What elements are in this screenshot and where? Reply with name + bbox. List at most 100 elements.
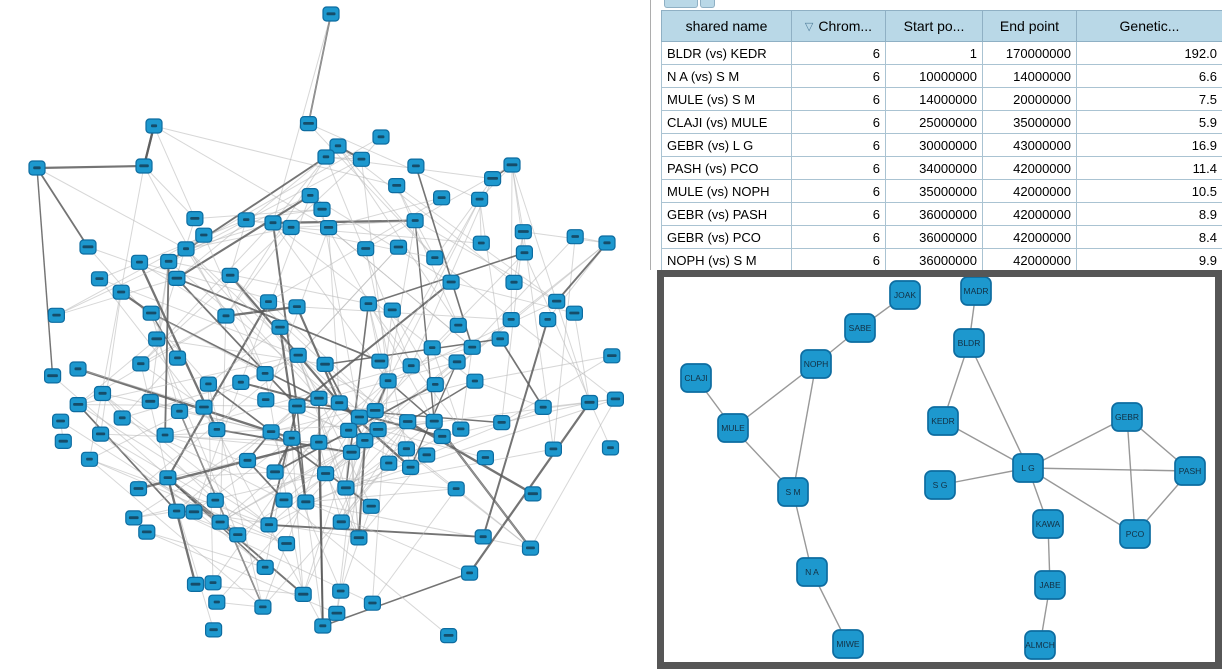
node-shape[interactable]	[832, 629, 864, 659]
network-node[interactable]	[389, 239, 408, 255]
node-shape[interactable]	[889, 280, 921, 310]
table-row[interactable]: MULE (vs) NOPH 6 35000000 42000000 10.5	[661, 179, 1222, 203]
network-node[interactable]	[177, 241, 195, 257]
network-node[interactable]	[256, 559, 274, 576]
table-cell[interactable]: 9.9	[1076, 248, 1222, 270]
network-node[interactable]	[363, 595, 381, 611]
node-shape[interactable]	[717, 413, 749, 443]
network-node[interactable]	[442, 274, 460, 290]
network-node[interactable]	[466, 373, 484, 389]
table-cell[interactable]: 14000000	[885, 87, 983, 111]
large-network-canvas[interactable]	[0, 0, 655, 669]
network-node[interactable]	[271, 319, 289, 335]
network-node[interactable]	[580, 394, 599, 411]
table-cell[interactable]: 36000000	[885, 225, 983, 249]
network-node[interactable]	[275, 492, 293, 508]
network-node[interactable]	[402, 459, 420, 475]
network-node[interactable]	[433, 190, 451, 206]
table-row[interactable]: NOPH (vs) S M 6 36000000 42000000 9.9	[661, 248, 1222, 270]
node-shape[interactable]	[680, 363, 712, 393]
network-node[interactable]	[471, 191, 489, 207]
network-node[interactable]	[359, 296, 377, 312]
small-network-canvas[interactable]: JOAK SABE NOPH CLAJI MULE S M N A MIWE MADR BLDR K…	[664, 277, 1215, 662]
network-node[interactable]	[502, 312, 520, 328]
column-header-2[interactable]: Start po...	[885, 10, 983, 42]
network-node[interactable]	[372, 129, 390, 145]
network-node[interactable]	[90, 271, 109, 287]
network-node[interactable]	[93, 385, 112, 402]
table-cell[interactable]: MULE (vs) S M	[661, 87, 792, 111]
network-node[interactable]	[160, 253, 178, 270]
network-node[interactable]: L G	[1012, 453, 1044, 483]
network-node[interactable]	[257, 392, 275, 408]
network-node[interactable]	[259, 294, 278, 310]
network-node[interactable]	[256, 366, 274, 382]
network-node[interactable]	[310, 390, 328, 406]
table-cell[interactable]: 42000000	[982, 202, 1077, 226]
table-row[interactable]: BLDR (vs) KEDR 6 1 170000000 192.0	[661, 41, 1222, 65]
column-header-1[interactable]: ▽ Chrom...	[791, 10, 886, 42]
network-node[interactable]	[601, 440, 620, 456]
network-node[interactable]	[69, 397, 87, 413]
network-node[interactable]	[238, 452, 257, 469]
network-node[interactable]	[425, 413, 443, 429]
table-cell[interactable]: 35000000	[885, 179, 983, 203]
network-node[interactable]	[141, 393, 159, 410]
network-node[interactable]	[371, 353, 389, 369]
network-node[interactable]	[186, 576, 205, 593]
table-cell[interactable]: 10000000	[885, 64, 983, 88]
network-node[interactable]	[314, 618, 332, 634]
network-node[interactable]	[329, 138, 347, 154]
network-node[interactable]	[514, 224, 532, 240]
network-node[interactable]	[350, 530, 368, 546]
network-node[interactable]	[491, 331, 509, 347]
network-node[interactable]	[206, 492, 224, 508]
table-cell[interactable]: 6.6	[1076, 64, 1222, 88]
network-node[interactable]	[423, 340, 441, 356]
node-shape[interactable]	[1119, 519, 1151, 549]
node-shape[interactable]	[1032, 509, 1064, 539]
network-node[interactable]	[69, 361, 87, 377]
table-cell[interactable]: 42000000	[982, 156, 1077, 180]
network-node[interactable]	[317, 466, 335, 482]
table-cell[interactable]: 6	[791, 133, 886, 157]
network-node[interactable]	[125, 510, 143, 526]
network-node[interactable]	[476, 450, 494, 466]
node-shape[interactable]	[844, 313, 876, 343]
network-node[interactable]	[503, 157, 521, 173]
network-node[interactable]	[142, 305, 160, 321]
table-cell[interactable]: CLAJI (vs) MULE	[661, 110, 792, 134]
network-node[interactable]	[598, 235, 616, 251]
table-row[interactable]: GEBR (vs) L G 6 30000000 43000000 16.9	[661, 133, 1222, 157]
network-node[interactable]: JOAK	[889, 280, 921, 310]
table-cell[interactable]: 43000000	[982, 133, 1077, 157]
network-node[interactable]	[521, 540, 540, 556]
network-node[interactable]	[332, 514, 350, 530]
network-node[interactable]	[195, 227, 213, 243]
network-node[interactable]	[217, 308, 235, 324]
network-node[interactable]: MIWE	[832, 629, 864, 659]
network-node[interactable]	[461, 565, 479, 581]
node-shape[interactable]	[796, 557, 828, 587]
table-cell[interactable]: PASH (vs) PCO	[661, 156, 792, 180]
network-node[interactable]	[328, 605, 346, 621]
toolbar-fragment[interactable]	[700, 0, 715, 8]
network-node[interactable]	[132, 356, 150, 372]
table-cell[interactable]: 6	[791, 179, 886, 203]
network-node[interactable]: KEDR	[927, 406, 959, 436]
table-cell[interactable]: 6	[791, 87, 886, 111]
network-node[interactable]	[80, 451, 99, 467]
network-node[interactable]	[79, 239, 97, 255]
network-node[interactable]	[515, 245, 534, 261]
network-node[interactable]	[474, 529, 492, 545]
network-node[interactable]: BLDR	[953, 328, 985, 358]
network-node[interactable]	[407, 158, 425, 174]
network-node[interactable]	[322, 6, 340, 22]
network-node[interactable]	[493, 415, 511, 431]
column-header-0[interactable]: shared name	[661, 10, 792, 42]
network-node[interactable]: NOPH	[800, 349, 832, 379]
network-node[interactable]	[156, 427, 174, 443]
network-node[interactable]	[170, 403, 189, 419]
network-node[interactable]	[399, 414, 417, 430]
network-node[interactable]	[330, 395, 348, 411]
